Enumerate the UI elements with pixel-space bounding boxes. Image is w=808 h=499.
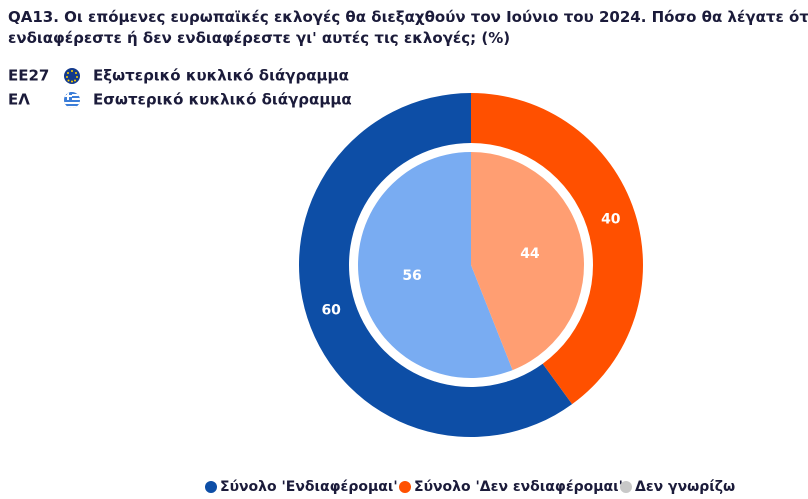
inner-slice bbox=[471, 152, 584, 371]
greek-flag-icon bbox=[64, 92, 80, 108]
legend-label: Σύνολο 'Δεν ενδιαφέρομαι' bbox=[414, 479, 623, 495]
series-description: Εσωτερικό κυκλικό διάγραμμα bbox=[93, 91, 352, 109]
series-name: ΕΛ bbox=[8, 91, 30, 109]
eu-flag-icon bbox=[64, 68, 80, 84]
legend-marker bbox=[205, 481, 217, 493]
chart-title: ενδιαφέρεστε ή δεν ενδιαφέρεστε γι' αυτέ… bbox=[8, 29, 510, 47]
outer-slice bbox=[471, 93, 643, 405]
series-description: Εξωτερικό κυκλικό διάγραμμα bbox=[93, 67, 349, 85]
chart-title: QA13. Οι επόμενες ευρωπαϊκές εκλογές θα … bbox=[8, 8, 808, 26]
series-name: EE27 bbox=[8, 67, 49, 85]
legend-marker bbox=[620, 481, 632, 493]
value-label: 44 bbox=[520, 246, 540, 262]
legend-label: Σύνολο 'Ενδιαφέρομαι' bbox=[220, 479, 398, 495]
outer-slice bbox=[298, 92, 573, 438]
legend-marker bbox=[399, 481, 411, 493]
inner-slice bbox=[357, 152, 513, 378]
legend-label: Δεν γνωρίζω bbox=[635, 479, 735, 495]
value-label: 56 bbox=[402, 268, 421, 284]
value-label: 40 bbox=[601, 212, 621, 228]
value-label: 60 bbox=[321, 302, 341, 318]
